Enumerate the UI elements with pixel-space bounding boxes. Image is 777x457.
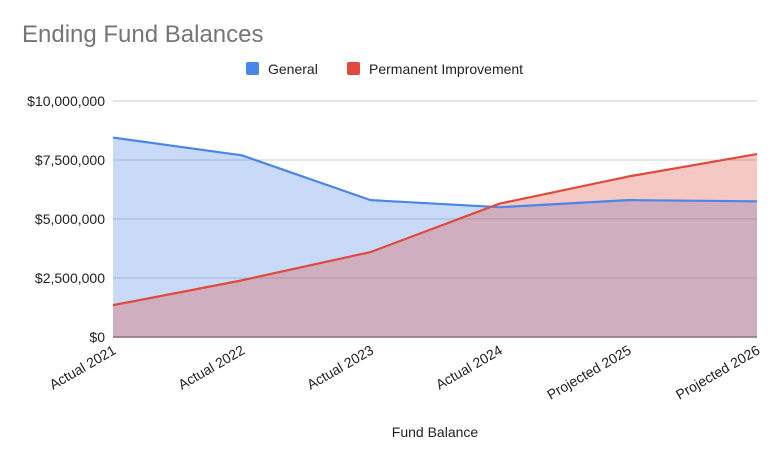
x-axis-ticks: Actual 2021 Actual 2022 Actual 2023 Actual … bbox=[46, 342, 762, 403]
chart-legend: General Permanent Improvement bbox=[246, 61, 523, 77]
y-tick-label: $2,500,000 bbox=[35, 270, 105, 286]
x-tick-label: Projected 2025 bbox=[544, 342, 634, 403]
x-tick-label: Actual 2022 bbox=[175, 342, 247, 393]
series-lines bbox=[112, 136, 758, 307]
y-tick-label: $0 bbox=[89, 329, 105, 345]
area-general bbox=[113, 137, 757, 337]
x-axis-label: Fund Balance bbox=[392, 424, 479, 440]
legend-label-general: General bbox=[268, 61, 318, 77]
series-areas bbox=[113, 137, 757, 337]
chart-title: Ending Fund Balances bbox=[22, 21, 264, 48]
y-tick-label: $7,500,000 bbox=[35, 152, 105, 168]
y-tick-label: $10,000,000 bbox=[27, 93, 105, 109]
line-general bbox=[112, 136, 758, 209]
y-tick-label: $5,000,000 bbox=[35, 211, 105, 227]
area-permanent-improvement bbox=[113, 154, 757, 337]
line-permanent-improvement bbox=[112, 153, 758, 307]
legend-swatch-general bbox=[246, 62, 259, 75]
x-tick-label: Actual 2024 bbox=[433, 342, 505, 393]
legend-label-permanent-improvement: Permanent Improvement bbox=[369, 61, 523, 77]
y-axis-ticks: $0 $2,500,000 $5,000,000 $7,500,000 $10,000,… bbox=[27, 93, 105, 345]
x-tick-label: Projected 2026 bbox=[673, 342, 763, 403]
gridlines bbox=[113, 100, 757, 338]
legend-swatch-permanent-improvement bbox=[347, 62, 360, 75]
x-tick-label: Actual 2023 bbox=[304, 342, 376, 393]
x-tick-label: Actual 2021 bbox=[46, 342, 118, 393]
